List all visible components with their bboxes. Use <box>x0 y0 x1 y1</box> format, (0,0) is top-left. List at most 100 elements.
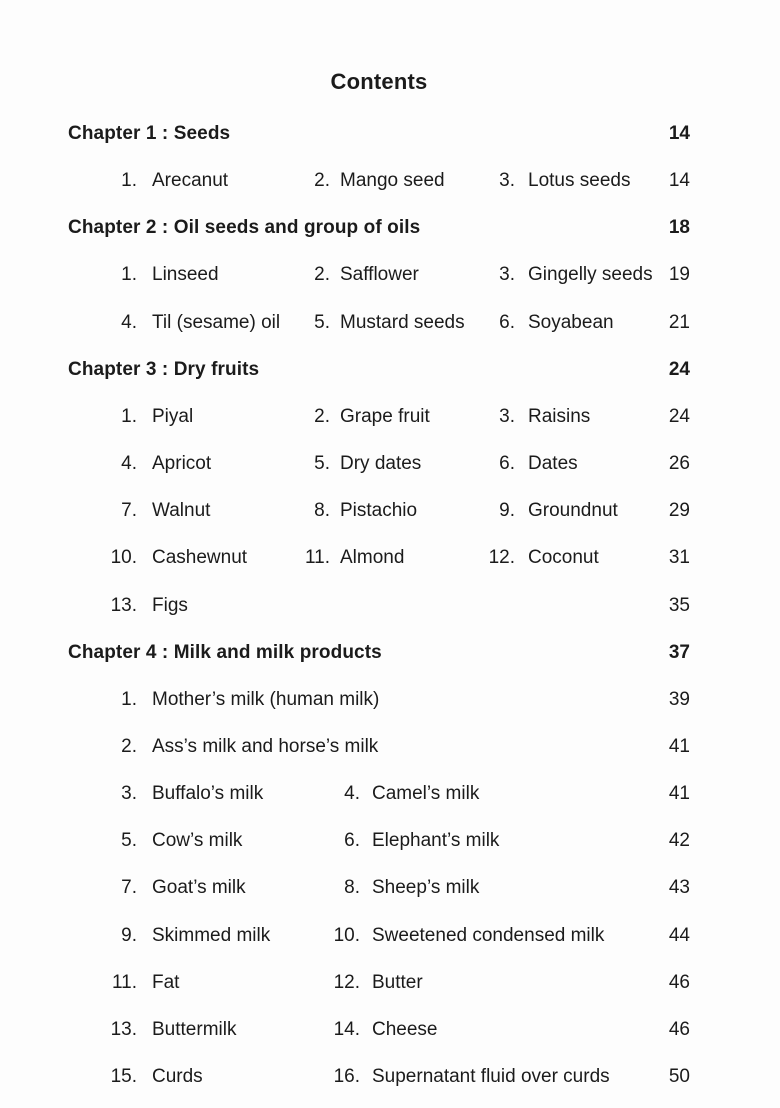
item-row: 7. Walnut 8. Pistachio 9. Groundnut 29 <box>0 487 780 534</box>
item-number: 2. <box>121 736 137 757</box>
item-number: 15. <box>110 1066 137 1087</box>
item-label: Gingelly seeds <box>528 264 653 285</box>
item-number: 14. <box>333 1019 360 1040</box>
item-label: Cashewnut <box>152 547 248 568</box>
item-label: Pistachio <box>340 500 418 521</box>
item-page-number: 44 <box>668 925 690 946</box>
chapter-title: Chapter 2 : Oil seeds and group of oils <box>68 217 421 238</box>
item-number: 9. <box>121 925 137 946</box>
item-number: 16. <box>333 1066 360 1087</box>
item-number: 3. <box>121 783 137 804</box>
item-number: 4. <box>121 312 137 333</box>
chapter-page-number: 14 <box>668 123 690 144</box>
item-number: 5. <box>314 453 330 474</box>
item-number: 8. <box>314 500 330 521</box>
item-label: Mother’s milk (human milk) <box>152 689 380 710</box>
item-label: Ass’s milk and horse’s milk <box>152 736 379 757</box>
item-row: 4. Apricot 5. Dry dates 6. Dates 26 <box>0 440 780 487</box>
chapter-page-number: 18 <box>668 217 690 238</box>
item-row: 11. Fat 12. Butter 46 <box>0 959 780 1006</box>
chapter-row: Chapter 2 : Oil seeds and group of oils 1… <box>0 204 780 251</box>
item-label: Cheese <box>372 1019 438 1040</box>
item-page-number: 26 <box>668 453 690 474</box>
item-page-number: 24 <box>668 406 690 427</box>
item-row: 1. Piyal 2. Grape fruit 3. Raisins 24 <box>0 393 780 440</box>
item-number: 7. <box>121 877 137 898</box>
item-label: Cow’s milk <box>152 830 243 851</box>
item-label: Curds <box>152 1066 203 1087</box>
chapter-page-number: 37 <box>668 642 690 663</box>
item-number: 2. <box>314 406 330 427</box>
item-row: 1. Mother’s milk (human milk) 39 <box>0 676 780 723</box>
item-number: 2. <box>314 170 330 191</box>
item-page-number: 50 <box>668 1066 690 1087</box>
chapter-row: Chapter 3 : Dry fruits 24 <box>0 346 780 393</box>
item-label: Mustard seeds <box>340 312 465 333</box>
item-page-number: 41 <box>668 736 690 757</box>
item-label: Skimmed milk <box>152 925 271 946</box>
item-label: Linseed <box>152 264 219 285</box>
item-label: Safflower <box>340 264 419 285</box>
item-number: 11. <box>111 972 137 993</box>
item-page-number: 14 <box>668 170 690 191</box>
item-number: 13. <box>110 595 137 616</box>
item-label: Butter <box>372 972 423 993</box>
item-label: Sweetened condensed milk <box>372 925 605 946</box>
item-number: 4. <box>344 783 360 804</box>
item-page-number: 43 <box>668 877 690 898</box>
item-row: 9. Skimmed milk 10. Sweetened condensed mil… <box>0 912 780 959</box>
item-number: 1. <box>121 264 137 285</box>
page-title: Contents <box>330 69 428 94</box>
item-row: 13. Buttermilk 14. Cheese 46 <box>0 1006 780 1053</box>
item-number: 3. <box>499 264 515 285</box>
item-number: 5. <box>314 312 330 333</box>
item-label: Arecanut <box>152 170 229 191</box>
item-label: Dates <box>528 453 578 474</box>
item-label: Til (sesame) oil <box>152 312 281 333</box>
chapter-row: Chapter 1 : Seeds 14 <box>0 110 780 157</box>
item-number: 9. <box>499 500 515 521</box>
item-row: 5. Cow’s milk 6. Elephant’s milk 42 <box>0 817 780 864</box>
item-page-number: 46 <box>668 1019 690 1040</box>
item-label: Lotus seeds <box>528 170 631 191</box>
item-page-number: 46 <box>668 972 690 993</box>
chapter-row: Chapter 4 : Milk and milk products 37 <box>0 629 780 676</box>
chapter-title: Chapter 1 : Seeds <box>68 123 231 144</box>
item-number: 11. <box>304 547 330 568</box>
item-page-number: 21 <box>668 312 690 333</box>
item-number: 10. <box>333 925 360 946</box>
item-label: Buffalo’s milk <box>152 783 264 804</box>
chapter-title: Chapter 4 : Milk and milk products <box>68 642 382 663</box>
item-label: Apricot <box>152 453 212 474</box>
item-number: 7. <box>121 500 137 521</box>
item-label: Figs <box>152 595 188 616</box>
item-row: 3. Buffalo’s milk 4. Camel’s milk 41 <box>0 770 780 817</box>
item-label: Raisins <box>528 406 591 427</box>
item-row: 13. Figs 35 <box>0 582 780 629</box>
item-number: 6. <box>499 312 515 333</box>
item-label: Buttermilk <box>152 1019 237 1040</box>
item-row: 1. Arecanut 2. Mango seed 3. Lotus seeds 14 <box>0 157 780 204</box>
chapter-title: Chapter 3 : Dry fruits <box>68 359 260 380</box>
item-row: 7. Goat’s milk 8. Sheep’s milk 43 <box>0 864 780 911</box>
item-label: Goat’s milk <box>152 877 246 898</box>
item-number: 12. <box>488 547 515 568</box>
item-label: Almond <box>340 547 405 568</box>
item-label: Fat <box>152 972 180 993</box>
item-row: 10. Cashewnut 11. Almond 12. Coconut 31 <box>0 534 780 581</box>
item-row: 2. Ass’s milk and horse’s milk 41 <box>0 723 780 770</box>
chapter-page-number: 24 <box>668 359 690 380</box>
item-row: 1. Linseed 2. Safflower 3. Gingelly seeds 19 <box>0 251 780 298</box>
item-number: 3. <box>499 406 515 427</box>
item-label: Dry dates <box>340 453 422 474</box>
item-number: 10. <box>110 547 137 568</box>
item-number: 2. <box>314 264 330 285</box>
item-label: Grape fruit <box>340 406 430 427</box>
item-number: 1. <box>121 689 137 710</box>
item-label: Groundnut <box>528 500 618 521</box>
item-number: 1. <box>121 406 137 427</box>
item-label: Walnut <box>152 500 211 521</box>
item-page-number: 29 <box>668 500 690 521</box>
item-row: 15. Curds 16. Supernatant fluid over curds 5… <box>0 1053 780 1100</box>
